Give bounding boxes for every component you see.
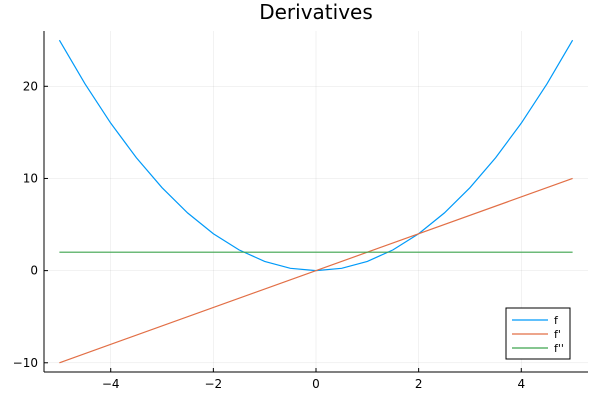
grid-lines <box>44 31 588 372</box>
y-tick-label-1: 0 <box>30 264 38 278</box>
x-tick-label-4: 4 <box>517 377 525 391</box>
tick-marks: −4 −2 0 2 4 −10 0 10 20 <box>13 79 525 391</box>
legend-label-0: f <box>554 314 559 327</box>
y-tick-label-3: 20 <box>23 79 38 93</box>
legend-label-1: f' <box>554 328 561 341</box>
legend-label-2: f'' <box>554 342 564 355</box>
legend: ff'f'' <box>505 307 571 360</box>
y-tick-label-0: −10 <box>13 356 38 370</box>
x-tick-label-2: 0 <box>312 377 320 391</box>
chart-title: Derivatives <box>259 0 373 24</box>
series-line-1 <box>59 177 573 364</box>
series-lines <box>58 39 574 364</box>
y-tick-label-2: 10 <box>23 171 38 185</box>
x-tick-label-3: 2 <box>415 377 423 391</box>
x-tick-label-0: −4 <box>102 377 120 391</box>
x-tick-label-1: −2 <box>205 377 223 391</box>
